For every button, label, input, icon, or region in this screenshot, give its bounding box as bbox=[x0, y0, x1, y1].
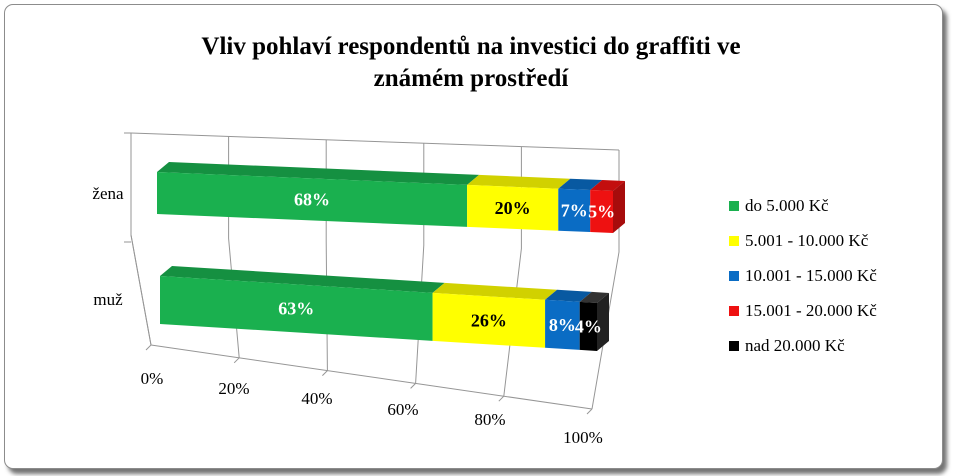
x-tick-label: 20% bbox=[218, 379, 249, 398]
data-label: 68% bbox=[294, 189, 330, 209]
x-tick-label: 80% bbox=[474, 410, 505, 429]
bars: 68% 20% 7% 5% 63% 26% 8%4% bbox=[157, 162, 625, 351]
x-axis-line bbox=[150, 344, 593, 410]
legend-swatch bbox=[729, 201, 739, 211]
bar-segment bbox=[545, 299, 580, 350]
data-label: 8% bbox=[549, 315, 576, 335]
bar-top-face bbox=[432, 282, 558, 300]
chart-frame: Vliv pohlaví respondentů na investici do… bbox=[4, 4, 943, 469]
legend-entry: 5.001 - 10.000 Kč bbox=[745, 231, 869, 250]
bar-top-face bbox=[545, 289, 592, 302]
bar-top-face bbox=[558, 178, 603, 191]
legend-swatch bbox=[729, 236, 739, 246]
legend-entry: nad 20.000 Kč bbox=[745, 336, 845, 355]
x-tick-mark bbox=[410, 383, 416, 389]
bar-end-face bbox=[597, 293, 609, 351]
x-tick-mark bbox=[233, 357, 240, 364]
legend-entry: 10.001 - 15.000 Kč bbox=[745, 266, 877, 285]
x-tick-label: 100% bbox=[563, 428, 603, 447]
chart-title-line-2: známém prostředí bbox=[374, 65, 570, 92]
bar-segment bbox=[432, 292, 546, 348]
legend-swatch bbox=[729, 341, 739, 351]
left-wall-edge bbox=[130, 133, 152, 346]
x-tick-mark bbox=[586, 408, 593, 415]
x-axis-ticks: 0% 20% 40% 60% 80% 100% bbox=[141, 369, 603, 447]
chart-title-line-1: Vliv pohlaví respondentů na investici do… bbox=[201, 33, 740, 60]
y-category-label: žena bbox=[92, 184, 124, 203]
data-label: 5% bbox=[588, 202, 615, 222]
x-tick-label: 40% bbox=[301, 389, 332, 408]
x-tick-label: 0% bbox=[141, 369, 164, 388]
bar-top-face bbox=[157, 162, 480, 185]
x-tick-mark bbox=[498, 395, 505, 402]
data-label: 20% bbox=[495, 198, 531, 218]
x-tick-mark bbox=[322, 370, 328, 376]
bar-top-face bbox=[160, 266, 445, 293]
legend-swatch bbox=[729, 306, 739, 316]
x-tick-label: 60% bbox=[387, 400, 418, 419]
y-axis-categories: žena muž bbox=[92, 132, 131, 309]
bar-top-face bbox=[467, 174, 571, 189]
bar-segment bbox=[467, 184, 559, 231]
bar-end-face bbox=[613, 181, 625, 233]
gridline bbox=[130, 133, 152, 346]
back-wall-top-edge bbox=[130, 132, 620, 151]
y-category-label: muž bbox=[93, 290, 123, 309]
data-label: 63% bbox=[278, 298, 314, 318]
bar-segment bbox=[558, 188, 591, 233]
bar-top-face bbox=[590, 180, 625, 191]
data-label: 7% bbox=[561, 200, 588, 220]
bar-top-face bbox=[579, 291, 609, 303]
data-label: 26% bbox=[471, 310, 507, 330]
chart-svg: Vliv pohlaví respondentů na investici do… bbox=[92, 33, 877, 447]
chart-title: Vliv pohlaví respondentů na investici do… bbox=[201, 33, 740, 92]
bar-segment bbox=[590, 190, 613, 233]
data-label: 4% bbox=[575, 316, 602, 336]
legend: do 5.000 Kč 5.001 - 10.000 Kč 10.001 - 15.… bbox=[729, 196, 877, 355]
legend-entry: do 5.000 Kč bbox=[745, 196, 829, 215]
bar-segment bbox=[157, 172, 468, 227]
bar-segment bbox=[579, 301, 597, 351]
legend-swatch bbox=[729, 271, 739, 281]
x-tick-mark bbox=[145, 344, 152, 351]
bar-segment bbox=[160, 276, 433, 341]
legend-entry: 15.001 - 20.000 Kč bbox=[745, 301, 877, 320]
